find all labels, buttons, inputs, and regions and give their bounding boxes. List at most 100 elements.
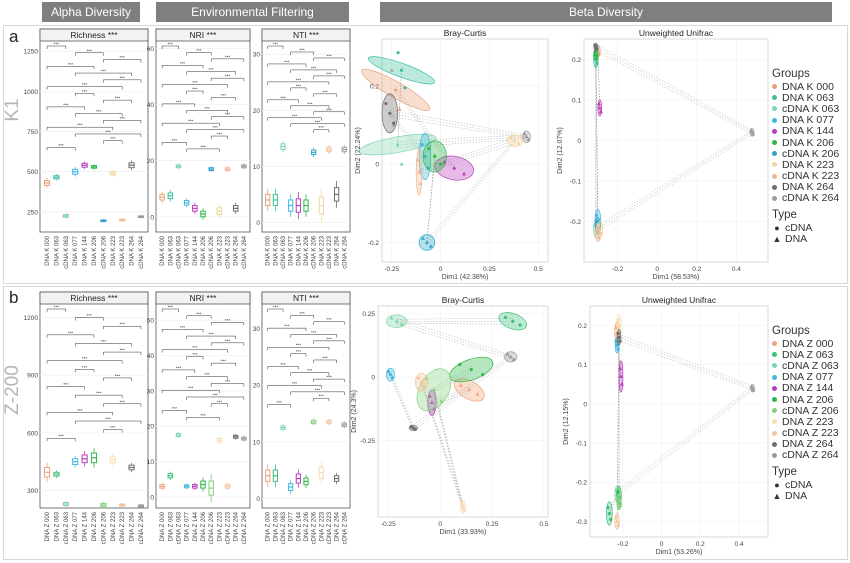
x-tick-label: cDNA K 063 <box>64 235 70 268</box>
significance-stars: *** <box>319 394 325 399</box>
connector-line <box>433 372 472 393</box>
legend-label: cDNA Z 206 <box>782 404 839 417</box>
connector-line <box>396 323 513 325</box>
connector-line <box>389 113 527 138</box>
y-tick-label: 10 <box>253 164 261 171</box>
point-circle <box>403 86 407 90</box>
point-triangle <box>422 384 427 389</box>
significance-bracket <box>210 362 236 367</box>
point-circle <box>513 139 517 143</box>
y-tick-label: 0.1 <box>572 97 581 104</box>
x-tick-label: DNA K 264 <box>335 235 341 265</box>
point-triangle <box>427 394 432 398</box>
x-tick-label: DNA K 206 <box>304 235 310 265</box>
y-tick-label: 0.2 <box>578 323 587 330</box>
y-tick-label: 10 <box>147 459 155 466</box>
y-tick-label: 0.1 <box>578 362 587 369</box>
significance-bracket <box>210 97 236 101</box>
significance-bracket <box>46 386 85 390</box>
legend-k1: Groups DNA K 000 DNA K 063 cDNA K 063 DNA K… <box>772 68 839 245</box>
significance-bracket <box>103 429 123 433</box>
point-circle <box>458 362 462 367</box>
legend-item: DNA Z 063 <box>772 349 839 361</box>
panel-b-letter: b <box>9 288 19 307</box>
y-axis-label: Dim2 (12.15%) <box>563 398 570 445</box>
connector-line <box>433 369 472 391</box>
significance-bracket <box>313 93 337 97</box>
boxplot-0: Richness *** 250 500 750 1000 1250 *** *** *** **… <box>24 28 149 269</box>
significance-stars: *** <box>172 138 178 143</box>
point-triangle <box>616 523 621 527</box>
point-circle <box>616 490 620 494</box>
y-tick-label: 10 <box>253 439 261 446</box>
legend-item: DNA Z 077 <box>772 371 839 383</box>
significance-bracket <box>46 334 95 338</box>
y-tick-label: 50 <box>147 318 155 325</box>
y-tick-label: 0 <box>371 375 375 382</box>
point-circle <box>617 323 621 328</box>
x-tick-label: -0.25 <box>384 266 399 273</box>
triangle-icon: ▲ <box>772 490 782 501</box>
y-tick-label: 40 <box>147 102 155 109</box>
connector-line <box>426 138 515 240</box>
x-tick-label: cDNA K 223 <box>120 235 126 268</box>
significance-stars: *** <box>209 332 215 337</box>
significance-stars: *** <box>326 107 332 112</box>
y-tick-label: 40 <box>147 353 155 360</box>
legend-item: cDNA Z 223 <box>772 427 839 439</box>
connector-line <box>396 318 511 356</box>
significance-bracket <box>290 123 345 127</box>
x-tick-label: 0 <box>660 541 664 548</box>
significance-stars: *** <box>63 382 69 387</box>
x-tick-label: 0.2 <box>696 541 705 548</box>
significance-bracket <box>103 403 142 407</box>
x-tick-label: DNA Z 223 <box>217 511 223 541</box>
point-circle <box>390 376 395 380</box>
connector-line <box>597 232 600 236</box>
significance-stars: *** <box>54 305 60 310</box>
significance-stars: *** <box>280 95 286 100</box>
legend-item: cDNA Z 063 <box>772 360 839 372</box>
significance-bracket <box>161 329 204 333</box>
connector-line <box>433 386 464 505</box>
x-tick-label: cDNA Z 063 <box>176 511 182 544</box>
significance-bracket <box>46 147 76 151</box>
legend-swatch <box>772 95 777 101</box>
x-tick-label: DNA Z 223 <box>111 511 117 541</box>
significance-stars: *** <box>168 42 174 47</box>
point-circle <box>607 511 611 516</box>
connector-line <box>413 358 511 432</box>
legend-swatch <box>772 452 777 458</box>
legend-swatch <box>772 419 777 425</box>
significance-stars: *** <box>307 368 313 373</box>
significance-stars: *** <box>296 343 302 348</box>
x-tick-label: 0.4 <box>734 541 743 548</box>
legend-item: DNA Z 000 <box>772 338 839 350</box>
point-circle <box>617 335 621 339</box>
significance-stars: *** <box>188 386 194 391</box>
legend-swatch <box>772 430 777 436</box>
x-tick-label: cDNA Z 264 <box>342 511 348 544</box>
significance-stars: *** <box>63 102 69 107</box>
point-circle <box>384 101 388 106</box>
x-tick-label: DNA Z 144 <box>193 511 199 541</box>
significance-bracket <box>161 369 196 373</box>
significance-bracket <box>186 52 212 56</box>
x-tick-label: 0.5 <box>539 521 548 528</box>
significance-bracket <box>267 366 299 370</box>
connector-line <box>431 386 470 401</box>
y-tick-label: 0 <box>150 494 154 501</box>
point-triangle <box>417 169 422 174</box>
significance-bracket <box>46 45 67 49</box>
significance-stars: *** <box>101 339 107 344</box>
connector-line <box>395 86 455 167</box>
point-triangle <box>597 235 602 240</box>
y-tick-label: 30 <box>253 326 261 333</box>
point-circle <box>399 68 404 72</box>
significance-stars: *** <box>115 96 121 101</box>
significance-stars: *** <box>200 144 206 149</box>
y-axis-label: Dim2 (12.07%) <box>557 127 564 174</box>
point-circle <box>517 142 521 146</box>
x-tick-label: cDNA Z 264 <box>242 511 248 544</box>
